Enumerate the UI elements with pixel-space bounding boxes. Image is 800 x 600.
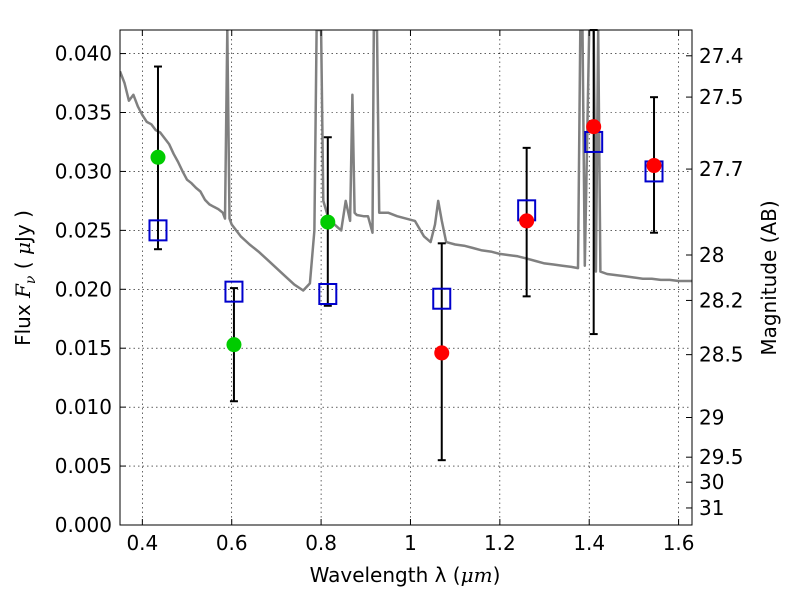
observed-flux-point <box>646 158 662 174</box>
model-sed-line <box>120 30 692 292</box>
model-flux-square <box>148 219 168 242</box>
mag-tick-label: 28 <box>699 243 724 267</box>
y2-axis-title: Magnitude (AB) <box>757 200 781 355</box>
mag-tick-label: 30 <box>699 470 724 494</box>
y-tick-label: 0.005 <box>55 454 112 478</box>
y-tick-label: 0.030 <box>55 159 112 183</box>
observed-flux-point <box>434 345 450 361</box>
observed-flux-point <box>586 119 602 135</box>
x-tick-label: 0.8 <box>305 531 337 555</box>
x-tick-label: 1 <box>404 531 417 555</box>
y-tick-label: 0.040 <box>55 42 112 66</box>
model-sed-curve <box>120 30 692 292</box>
model-flux-square <box>224 280 244 303</box>
x-tick-label: 1.6 <box>663 531 695 555</box>
mag-tick-label: 29 <box>699 406 724 430</box>
model-flux-square <box>432 287 452 310</box>
y-tick-label: 0.020 <box>55 277 112 301</box>
y-tick-label: 0.015 <box>55 336 112 360</box>
x-tick-label: 0.4 <box>126 531 158 555</box>
y-axis-title: Flux Fν ( μJy ) <box>11 210 39 346</box>
tick-labels: 0.4 0.6 0.8 1 1.2 1.4 1.6 0.000 0.005 0.010 0.015 0… <box>55 42 744 555</box>
model-flux-square <box>318 283 338 305</box>
axis-ticks <box>120 30 692 526</box>
x-tick-label: 1.2 <box>484 531 516 555</box>
observed-flux-point <box>320 214 336 230</box>
x-axis-title: Wavelength λ (μm) <box>310 563 501 587</box>
mag-tick-label: 31 <box>699 496 724 520</box>
mag-tick-label: 27.4 <box>699 44 744 68</box>
mag-tick-label: 28.2 <box>699 288 744 312</box>
observed-flux-point <box>226 337 242 353</box>
plot-frame <box>119 29 693 526</box>
mag-tick-label: 28.5 <box>699 343 744 367</box>
mag-tick-label: 29.5 <box>699 445 744 469</box>
y-tick-label: 0.025 <box>55 218 112 242</box>
y-tick-label: 0.035 <box>55 101 112 125</box>
observed-flux-point <box>519 213 535 229</box>
mag-tick-label: 27.7 <box>699 157 744 181</box>
observed-flux-points <box>150 119 662 361</box>
observed-flux-point <box>150 149 166 165</box>
y-tick-label: 0.010 <box>55 395 112 419</box>
y-tick-label: 0.000 <box>55 513 112 537</box>
x-tick-label: 0.6 <box>216 531 248 555</box>
x-tick-label: 1.4 <box>573 531 605 555</box>
mag-tick-label: 27.5 <box>699 85 744 109</box>
